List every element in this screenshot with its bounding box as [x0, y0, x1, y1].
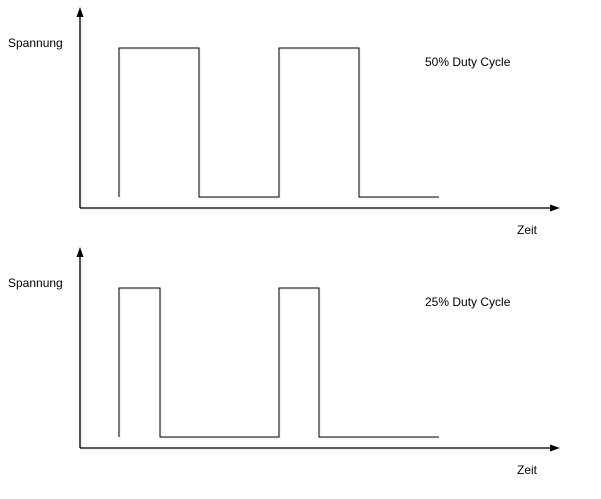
pwm-waveform-50: [118, 47, 439, 198]
pwm-waveform-25: [118, 287, 439, 438]
waveform-plot-25: [76, 247, 560, 452]
duty-cycle-title: 25% Duty Cycle: [425, 295, 511, 309]
x-axis-arrowhead: [550, 444, 560, 452]
x-axis-label: Zeit: [517, 223, 538, 237]
duty-cycle-title: 50% Duty Cycle: [425, 55, 511, 69]
duty-cycle-panel-25: Spannung 25% Duty Cycle Zeit: [0, 240, 601, 490]
y-axis-arrowhead: [76, 247, 84, 257]
duty-cycle-panel-50: Spannung 50% Duty Cycle Zeit: [8, 7, 560, 237]
x-axis-label: Zeit: [517, 463, 538, 477]
y-axis-label: Spannung: [8, 36, 63, 50]
x-axis-arrowhead: [550, 204, 560, 212]
y-axis-arrowhead: [76, 7, 84, 17]
waveform-plot-50: [76, 7, 560, 212]
y-axis-label: Spannung: [8, 276, 63, 290]
